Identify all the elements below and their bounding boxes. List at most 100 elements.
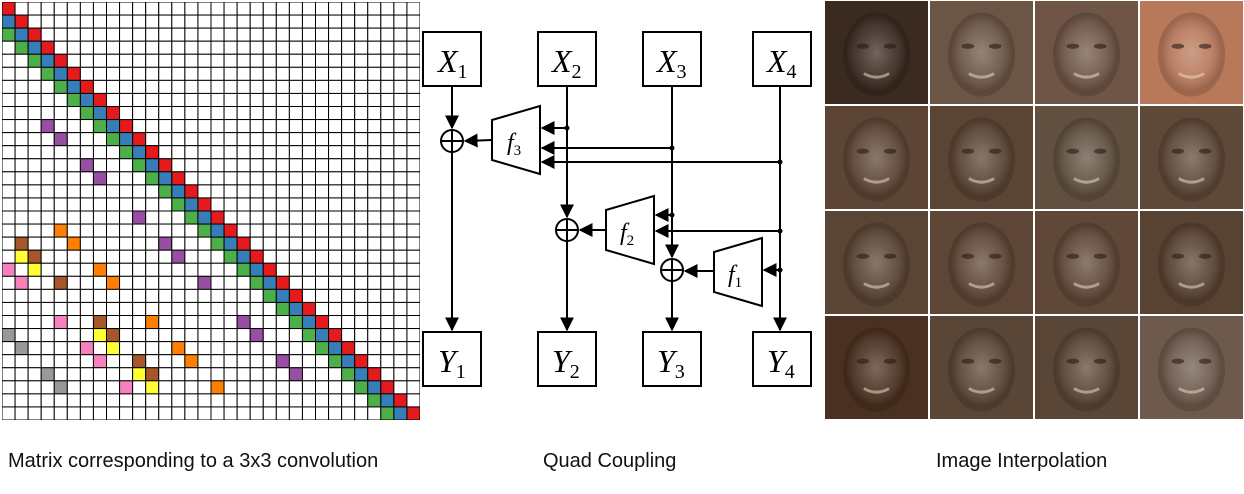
face-image bbox=[825, 211, 928, 314]
matrix-cell bbox=[236, 184, 251, 199]
matrix-cell bbox=[367, 288, 382, 303]
caption-matrix: Matrix corresponding to a 3x3 convolutio… bbox=[8, 450, 379, 472]
matrix-cell bbox=[119, 27, 134, 42]
matrix-cell bbox=[249, 132, 264, 147]
matrix-cell bbox=[145, 406, 160, 420]
matrix-cell bbox=[328, 53, 343, 68]
matrix-cell bbox=[53, 184, 68, 199]
matrix-cell bbox=[367, 92, 382, 107]
matrix-cell bbox=[380, 92, 395, 107]
matrix-cell bbox=[288, 236, 303, 251]
matrix-cell bbox=[328, 315, 343, 330]
matrix-cell bbox=[380, 66, 395, 81]
matrix-cell bbox=[406, 79, 420, 94]
matrix-cell bbox=[132, 197, 147, 212]
matrix-cell bbox=[2, 171, 16, 186]
matrix-cell bbox=[315, 40, 330, 55]
matrix-cell bbox=[145, 106, 160, 121]
matrix-cell bbox=[354, 92, 369, 107]
matrix-cell bbox=[2, 301, 16, 316]
matrix-cell bbox=[288, 367, 303, 382]
matrix-cell bbox=[53, 119, 68, 134]
matrix-cell bbox=[158, 275, 173, 290]
input-node-x4: X4 bbox=[752, 31, 812, 87]
matrix-cell bbox=[275, 354, 290, 369]
matrix-cell bbox=[367, 79, 382, 94]
matrix-cell bbox=[249, 367, 264, 382]
matrix-cell bbox=[53, 40, 68, 55]
matrix-cell bbox=[171, 341, 186, 356]
matrix-cell bbox=[236, 288, 251, 303]
matrix-cell bbox=[79, 328, 94, 343]
matrix-cell bbox=[119, 119, 134, 134]
matrix-cell bbox=[341, 236, 356, 251]
matrix-cell bbox=[262, 119, 277, 134]
matrix-cell bbox=[367, 197, 382, 212]
matrix-cell bbox=[132, 406, 147, 420]
matrix-cell bbox=[354, 315, 369, 330]
matrix-cell bbox=[406, 262, 420, 277]
matrix-cell bbox=[66, 171, 81, 186]
matrix-cell bbox=[223, 380, 238, 395]
matrix-cell bbox=[406, 210, 420, 225]
matrix-cell bbox=[66, 393, 81, 408]
matrix-cell bbox=[119, 171, 134, 186]
matrix-cell bbox=[158, 367, 173, 382]
matrix-cell bbox=[197, 301, 212, 316]
matrix-cell bbox=[79, 354, 94, 369]
matrix-cell bbox=[53, 406, 68, 420]
matrix-cell bbox=[249, 236, 264, 251]
matrix-cell bbox=[223, 341, 238, 356]
matrix-cell bbox=[262, 27, 277, 42]
matrix-cell bbox=[106, 341, 121, 356]
matrix-cell bbox=[40, 288, 55, 303]
matrix-cell bbox=[40, 132, 55, 147]
matrix-cell bbox=[380, 354, 395, 369]
matrix-cell bbox=[40, 66, 55, 81]
matrix-cell bbox=[197, 393, 212, 408]
matrix-cell bbox=[158, 145, 173, 160]
matrix-cell bbox=[223, 236, 238, 251]
matrix-cell bbox=[249, 197, 264, 212]
matrix-cell bbox=[145, 354, 160, 369]
matrix-cell bbox=[27, 197, 42, 212]
matrix-cell bbox=[132, 315, 147, 330]
matrix-cell bbox=[66, 53, 81, 68]
matrix-cell bbox=[119, 262, 134, 277]
matrix-cell bbox=[106, 288, 121, 303]
matrix-cell bbox=[66, 249, 81, 264]
matrix-cell bbox=[184, 288, 199, 303]
matrix-cell bbox=[197, 119, 212, 134]
matrix-cell bbox=[315, 223, 330, 238]
matrix-cell bbox=[328, 301, 343, 316]
matrix-cell bbox=[367, 210, 382, 225]
matrix-cell bbox=[171, 354, 186, 369]
matrix-cell bbox=[236, 66, 251, 81]
matrix-cell bbox=[14, 40, 29, 55]
matrix-cell bbox=[380, 275, 395, 290]
matrix-cell bbox=[328, 171, 343, 186]
matrix-cell bbox=[328, 406, 343, 420]
matrix-cell bbox=[79, 380, 94, 395]
matrix-cell bbox=[40, 315, 55, 330]
matrix-cell bbox=[92, 184, 107, 199]
matrix-cell bbox=[184, 2, 199, 16]
matrix-cell bbox=[288, 53, 303, 68]
matrix-cell bbox=[301, 79, 316, 94]
matrix-cell bbox=[249, 40, 264, 55]
function-block-f3: f3 bbox=[491, 104, 541, 176]
matrix-cell bbox=[301, 184, 316, 199]
matrix-cell bbox=[223, 106, 238, 121]
matrix-cell bbox=[92, 249, 107, 264]
matrix-cell bbox=[53, 66, 68, 81]
matrix-cell bbox=[92, 406, 107, 420]
matrix-cell bbox=[184, 275, 199, 290]
matrix-cell bbox=[406, 2, 420, 16]
matrix-cell bbox=[341, 354, 356, 369]
matrix-cell bbox=[223, 406, 238, 420]
matrix-cell bbox=[315, 106, 330, 121]
matrix-cell bbox=[262, 249, 277, 264]
matrix-cell bbox=[223, 27, 238, 42]
matrix-cell bbox=[145, 262, 160, 277]
matrix-cell bbox=[249, 249, 264, 264]
